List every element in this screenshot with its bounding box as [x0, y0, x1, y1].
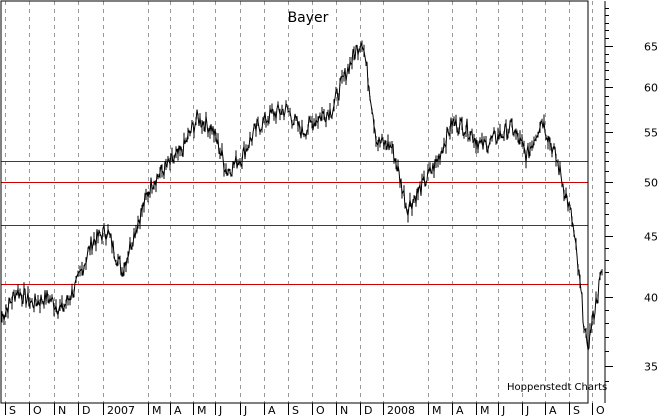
x-tick-label: S [573, 404, 580, 417]
x-tick-label: 2007 [107, 404, 135, 417]
x-tick-label: S [292, 404, 299, 417]
y-tick-label: 60 [644, 82, 658, 95]
price-series [1, 40, 603, 355]
x-tick-label: A [456, 404, 464, 417]
y-tick-label: 55 [644, 127, 658, 140]
plot-frame [0, 0, 589, 404]
y-tick-label: 45 [644, 231, 658, 244]
x-axis: S O N D 2007 M A M J J A S O N D 2008 M A M J J A S O [5, 403, 605, 417]
x-tick-label: M [480, 404, 490, 417]
x-tick-label: J [525, 404, 529, 417]
price-line [1, 41, 603, 352]
grid [5, 1, 593, 403]
y-tick-label: 65 [644, 41, 658, 54]
chart-title: Bayer [288, 10, 329, 26]
x-tick-label: J [501, 404, 505, 417]
x-tick-label: J [243, 404, 247, 417]
credit-label: Hoppenstedt Charts [507, 382, 607, 393]
x-tick-label: A [549, 404, 557, 417]
x-tick-label: J [218, 404, 222, 417]
x-tick-label: M [197, 404, 207, 417]
y-tick-label: 50 [644, 177, 658, 190]
x-tick-label: N [58, 404, 66, 417]
y-tick-label: 35 [644, 361, 658, 374]
x-tick-label: 2008 [387, 404, 415, 417]
x-tick-label: N [340, 404, 348, 417]
x-tick-label: M [432, 404, 442, 417]
y-tick-label: 40 [644, 292, 658, 305]
x-tick-label: M [152, 404, 162, 417]
x-tick-label: O [596, 404, 605, 417]
x-tick-label: A [268, 404, 276, 417]
x-tick-label: D [82, 404, 90, 417]
y-axis: 35 40 45 50 55 60 65 [605, 8, 658, 382]
x-tick-label: A [174, 404, 182, 417]
x-tick-label: O [33, 404, 42, 417]
x-tick-label: O [316, 404, 325, 417]
reference-lines [1, 161, 588, 285]
x-tick-label: D [364, 404, 372, 417]
x-tick-label: S [9, 404, 16, 417]
